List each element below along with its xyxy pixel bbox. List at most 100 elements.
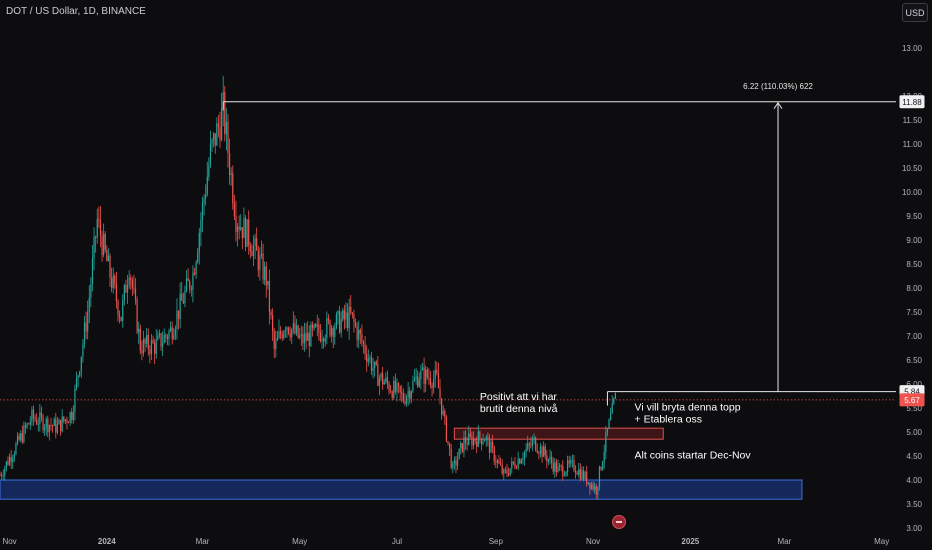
candle-body [236, 226, 239, 232]
candle-body [216, 123, 218, 146]
candle-body [275, 340, 277, 350]
candle-body [385, 377, 387, 382]
y-tick-label: 7.00 [906, 332, 922, 341]
candle-body [574, 470, 577, 473]
candle-body [249, 245, 251, 252]
candle-body [515, 467, 518, 469]
currency-button[interactable]: USD [902, 3, 928, 22]
candle-body [571, 459, 573, 461]
candle-body [500, 463, 502, 465]
annotation-text-1: Vi vill bryta denna topp [635, 401, 741, 413]
candle-body [303, 333, 306, 344]
candle-body [190, 288, 192, 290]
candle-body [394, 380, 396, 392]
candle-body [367, 358, 369, 362]
y-tick-label: 6.00 [906, 380, 922, 389]
candle-body [501, 464, 503, 474]
candle-body [559, 465, 561, 467]
candle-body [283, 331, 285, 339]
candle-body [351, 312, 353, 315]
candle-body [468, 433, 470, 445]
candle-body [59, 419, 62, 432]
candle-body [80, 356, 82, 372]
candle-body [429, 378, 432, 385]
candle-body [139, 328, 141, 351]
candle-body [358, 329, 360, 340]
candle-body [75, 378, 78, 388]
measure-arrow-head [773, 101, 783, 110]
candle-body [587, 482, 589, 484]
candle-body [490, 442, 492, 453]
candle-body [382, 373, 384, 385]
candle-body [98, 219, 100, 220]
candle-body [56, 424, 58, 433]
candle-body [272, 315, 274, 332]
candle-body [332, 328, 334, 337]
candle-body [369, 357, 371, 359]
candle-body [354, 322, 357, 326]
candle-body [244, 217, 247, 247]
candle-body [96, 219, 98, 238]
candle-body [157, 335, 159, 340]
candle-body [586, 471, 588, 484]
candle-body [47, 418, 49, 433]
candle-body [356, 325, 358, 340]
candle-body [546, 455, 548, 462]
candle-body [195, 262, 197, 275]
y-tick-label: 8.50 [906, 260, 922, 269]
y-tick-label: 10.00 [902, 188, 923, 197]
candle-body [391, 391, 393, 398]
candle-body [198, 232, 200, 253]
candle-body [566, 460, 569, 472]
x-tick-label: Sep [489, 537, 504, 546]
candle-body [441, 398, 443, 415]
candle-body [154, 343, 156, 354]
candle-body [544, 446, 546, 456]
candle-body [327, 318, 330, 321]
candle-body [83, 322, 86, 344]
candle-body [445, 416, 448, 442]
candle-body [292, 323, 294, 330]
candle-body [34, 418, 36, 420]
candle-body [63, 416, 65, 421]
candle-body [185, 278, 188, 291]
candle-body [573, 459, 575, 471]
candle-body [361, 333, 363, 342]
candle-body [72, 411, 74, 420]
candle-body [260, 253, 263, 256]
candle-body [295, 325, 298, 334]
candle-body [142, 338, 145, 354]
candle-body [613, 398, 615, 404]
y-tick-label: 4.50 [906, 452, 922, 461]
candle-body [209, 143, 212, 165]
candle-body [390, 391, 392, 392]
candle-body [525, 449, 527, 452]
candle-body [106, 249, 108, 262]
candle-body [308, 332, 310, 347]
candle-body [346, 312, 349, 329]
events-badge-icon[interactable] [612, 515, 626, 529]
symbol-title: DOT / US Dollar, 1D, BINANCE [6, 6, 146, 17]
y-tick-label: 11.50 [903, 116, 923, 125]
candle-body [241, 227, 243, 239]
candle-body [193, 272, 196, 275]
candle-body [126, 284, 129, 293]
candle-body [144, 338, 146, 344]
candle-body [28, 423, 30, 425]
candle-body [58, 419, 60, 425]
candle-body [461, 443, 463, 452]
candle-body [482, 441, 484, 445]
candle-body [362, 341, 365, 345]
candle-body [455, 460, 457, 466]
candle-body [240, 227, 242, 230]
y-tick-label: 5.50 [906, 404, 922, 413]
candle-body [300, 334, 302, 336]
candle-body [608, 419, 610, 429]
candle-body [15, 443, 17, 455]
candle-body [268, 280, 271, 312]
candle-body [479, 431, 481, 439]
candle-body [338, 311, 341, 333]
x-tick-label: Nov [2, 537, 16, 546]
candle-body [584, 471, 586, 480]
